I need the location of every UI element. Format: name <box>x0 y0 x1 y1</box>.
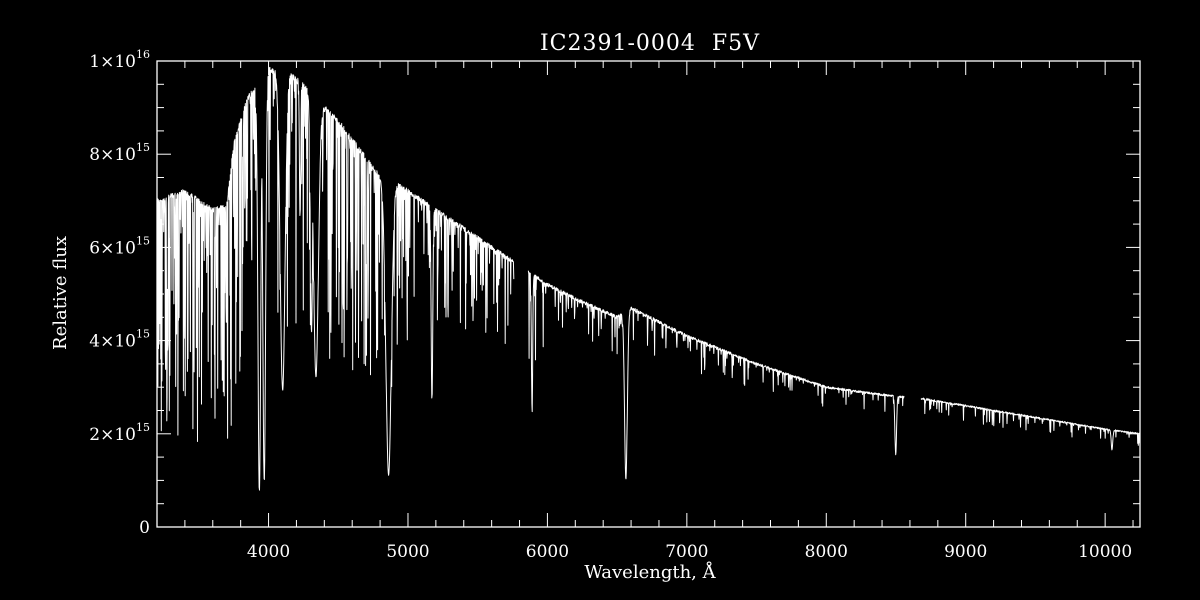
spectrum-line <box>156 66 1141 491</box>
x-tick-label: 7000 <box>665 542 708 562</box>
y-tick-label: 6×1015 <box>89 234 150 258</box>
spectrum-layer <box>156 66 1141 491</box>
x-tick-label: 5000 <box>386 542 429 562</box>
y-tick-label: 1×1016 <box>89 48 150 72</box>
y-tick-exponent: 16 <box>136 48 150 61</box>
chart-title: IC2391-0004 F5V <box>540 31 760 56</box>
x-tick-label: 8000 <box>805 542 848 562</box>
y-tick-exponent: 15 <box>136 421 150 434</box>
y-tick-mantissa: 2×10 <box>89 425 136 445</box>
x-tick-label: 4000 <box>247 542 290 562</box>
y-tick-mantissa: 8×10 <box>89 145 136 165</box>
x-tick-label: 9000 <box>944 542 987 562</box>
y-tick-exponent: 15 <box>136 328 150 341</box>
y-tick-label: 2×1015 <box>89 421 150 445</box>
x-tick-label: 6000 <box>526 542 569 562</box>
y-tick-label: 0 <box>139 518 150 538</box>
x-tick-label: 10000 <box>1078 542 1132 562</box>
x-axis-label: Wavelength, Å <box>584 561 716 583</box>
y-tick-mantissa: 4×10 <box>89 332 136 352</box>
y-tick-label: 8×1015 <box>89 141 150 165</box>
y-axis-label: Relative flux <box>50 236 71 350</box>
axes-layer <box>156 60 1141 528</box>
y-tick-mantissa: 1×10 <box>89 52 136 72</box>
y-tick-label: 4×1015 <box>89 328 150 352</box>
y-tick-mantissa: 6×10 <box>89 238 136 258</box>
y-tick-exponent: 15 <box>136 234 150 247</box>
tick-label-layer: 4000 5000 6000 7000 8000 9000 1000002×10154×10… <box>89 48 1132 562</box>
y-tick-exponent: 15 <box>136 141 150 154</box>
